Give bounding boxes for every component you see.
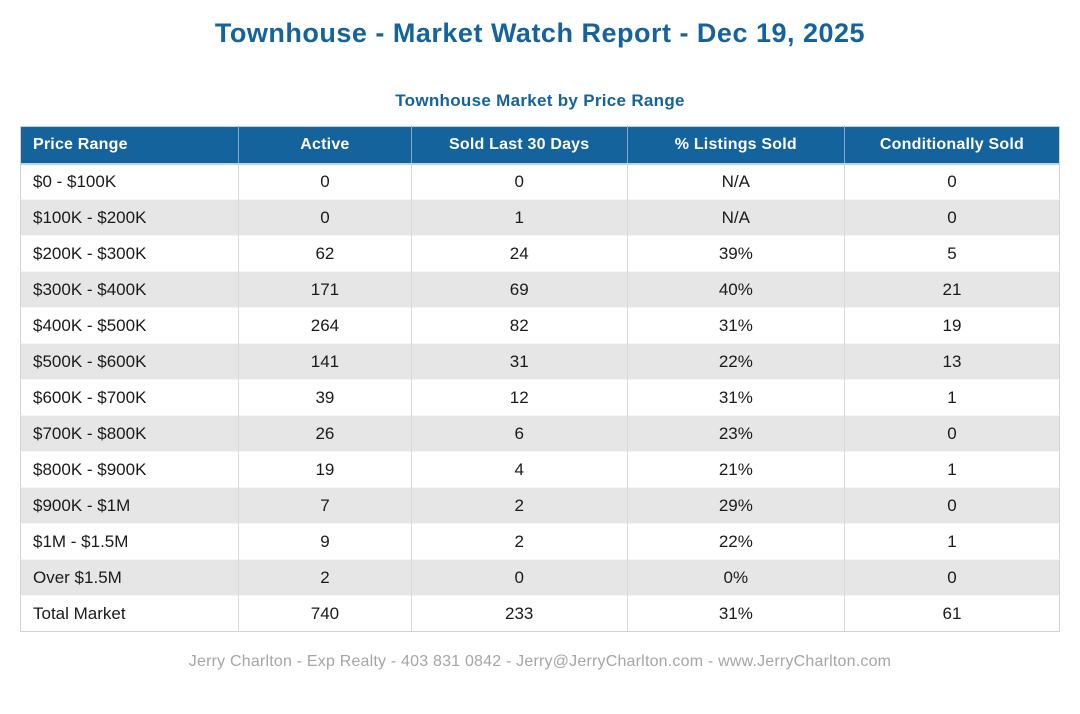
cell-conditionally-sold: 1 — [844, 451, 1060, 488]
cell-price-range: $900K - $1M — [20, 487, 240, 524]
cell-price-range: Total Market — [20, 595, 240, 632]
cell-sold-last-30-days: 0 — [411, 559, 628, 596]
cell-pct-listings-sold: 22% — [627, 343, 845, 380]
cell-sold-last-30-days: 12 — [411, 379, 628, 416]
cell-active: 264 — [238, 307, 412, 344]
cell-price-range: $400K - $500K — [20, 307, 240, 344]
cell-pct-listings-sold: 22% — [627, 523, 845, 560]
cell-conditionally-sold: 0 — [844, 199, 1060, 236]
cell-conditionally-sold: 1 — [844, 523, 1060, 560]
cell-sold-last-30-days: 2 — [411, 523, 628, 560]
table-row: Over $1.5M 2 0 0% 0 — [20, 559, 1060, 596]
table-row: $400K - $500K 264 82 31% 19 — [20, 307, 1060, 344]
table-row: $800K - $900K 19 4 21% 1 — [20, 451, 1060, 488]
cell-pct-listings-sold: N/A — [627, 199, 845, 236]
table-header-row: Price Range Active Sold Last 30 Days% List… — [20, 126, 1060, 165]
cell-pct-listings-sold: 21% — [627, 451, 845, 488]
cell-pct-listings-sold: 39% — [627, 235, 845, 272]
cell-active: 9 — [238, 523, 412, 560]
table-row: $1M - $1.5M 9 2 22% 1 — [20, 523, 1060, 560]
cell-sold-last-30-days: 2 — [411, 487, 628, 524]
cell-price-range: $600K - $700K — [20, 379, 240, 416]
table-row-total: Total Market 740 233 31% 61 — [20, 595, 1060, 632]
cell-sold-last-30-days: 0 — [411, 163, 628, 200]
cell-active: 19 — [238, 451, 412, 488]
cell-sold-last-30-days: 4 — [411, 451, 628, 488]
cell-conditionally-sold: 61 — [844, 595, 1060, 632]
cell-price-range: $0 - $100K — [20, 163, 240, 200]
cell-conditionally-sold: 13 — [844, 343, 1060, 380]
cell-pct-listings-sold: 40% — [627, 271, 845, 308]
column-header: Conditionally Sold — [844, 126, 1060, 165]
table-row: $500K - $600K 141 31 22% 13 — [20, 343, 1060, 380]
table-row: $900K - $1M 7 2 29% 0 — [20, 487, 1060, 524]
cell-active: 171 — [238, 271, 412, 308]
table-row: $100K - $200K 0 1 N/A 0 — [20, 199, 1060, 236]
table-title: Townhouse Market by Price Range — [395, 91, 685, 110]
footer-contact-line: Jerry Charlton - Exp Realty - 403 831 08… — [188, 653, 892, 670]
table-row: $300K - $400K 171 69 40% 21 — [20, 271, 1060, 308]
cell-conditionally-sold: 5 — [844, 235, 1060, 272]
cell-conditionally-sold: 0 — [844, 487, 1060, 524]
page-title: Townhouse - Market Watch Report - Dec 19… — [214, 18, 866, 48]
cell-active: 26 — [238, 415, 412, 452]
cell-price-range: $100K - $200K — [20, 199, 240, 236]
cell-price-range: $700K - $800K — [20, 415, 240, 452]
cell-sold-last-30-days: 82 — [411, 307, 628, 344]
column-header: Sold Last 30 Days — [411, 126, 628, 165]
cell-pct-listings-sold: 29% — [627, 487, 845, 524]
cell-sold-last-30-days: 24 — [411, 235, 628, 272]
cell-pct-listings-sold: 31% — [627, 595, 845, 632]
cell-price-range: $200K - $300K — [20, 235, 240, 272]
table-row: $600K - $700K 39 12 31% 1 — [20, 379, 1060, 416]
cell-pct-listings-sold: 0% — [627, 559, 845, 596]
cell-sold-last-30-days: 31 — [411, 343, 628, 380]
cell-pct-listings-sold: 23% — [627, 415, 845, 452]
cell-pct-listings-sold: 31% — [627, 379, 845, 416]
cell-price-range: $500K - $600K — [20, 343, 240, 380]
cell-conditionally-sold: 1 — [844, 379, 1060, 416]
cell-price-range: $800K - $900K — [20, 451, 240, 488]
cell-sold-last-30-days: 1 — [411, 199, 628, 236]
column-header: Price Range — [20, 126, 240, 165]
cell-active: 39 — [238, 379, 412, 416]
cell-conditionally-sold: 0 — [844, 559, 1060, 596]
cell-active: 7 — [238, 487, 412, 524]
cell-price-range: $1M - $1.5M — [20, 523, 240, 560]
cell-active: 0 — [238, 199, 412, 236]
cell-sold-last-30-days: 233 — [411, 595, 628, 632]
table-row: $200K - $300K 62 24 39% 5 — [20, 235, 1060, 272]
cell-conditionally-sold: 21 — [844, 271, 1060, 308]
cell-pct-listings-sold: N/A — [627, 163, 845, 200]
cell-price-range: Over $1.5M — [20, 559, 240, 596]
cell-conditionally-sold: 19 — [844, 307, 1060, 344]
cell-active: 141 — [238, 343, 412, 380]
market-by-price-range-table: Price Range Active Sold Last 30 Days% List… — [20, 126, 1060, 632]
cell-active: 0 — [238, 163, 412, 200]
cell-sold-last-30-days: 69 — [411, 271, 628, 308]
cell-sold-last-30-days: 6 — [411, 415, 628, 452]
cell-active: 62 — [238, 235, 412, 272]
table-row: $700K - $800K 26 6 23% 0 — [20, 415, 1060, 452]
cell-pct-listings-sold: 31% — [627, 307, 845, 344]
cell-active: 740 — [238, 595, 412, 632]
cell-price-range: $300K - $400K — [20, 271, 240, 308]
column-header: Active — [238, 126, 412, 165]
cell-conditionally-sold: 0 — [844, 415, 1060, 452]
cell-active: 2 — [238, 559, 412, 596]
cell-conditionally-sold: 0 — [844, 163, 1060, 200]
table-row: $0 - $100K 0 0 N/A 0 — [20, 163, 1060, 200]
column-header: % Listings Sold — [627, 126, 845, 165]
